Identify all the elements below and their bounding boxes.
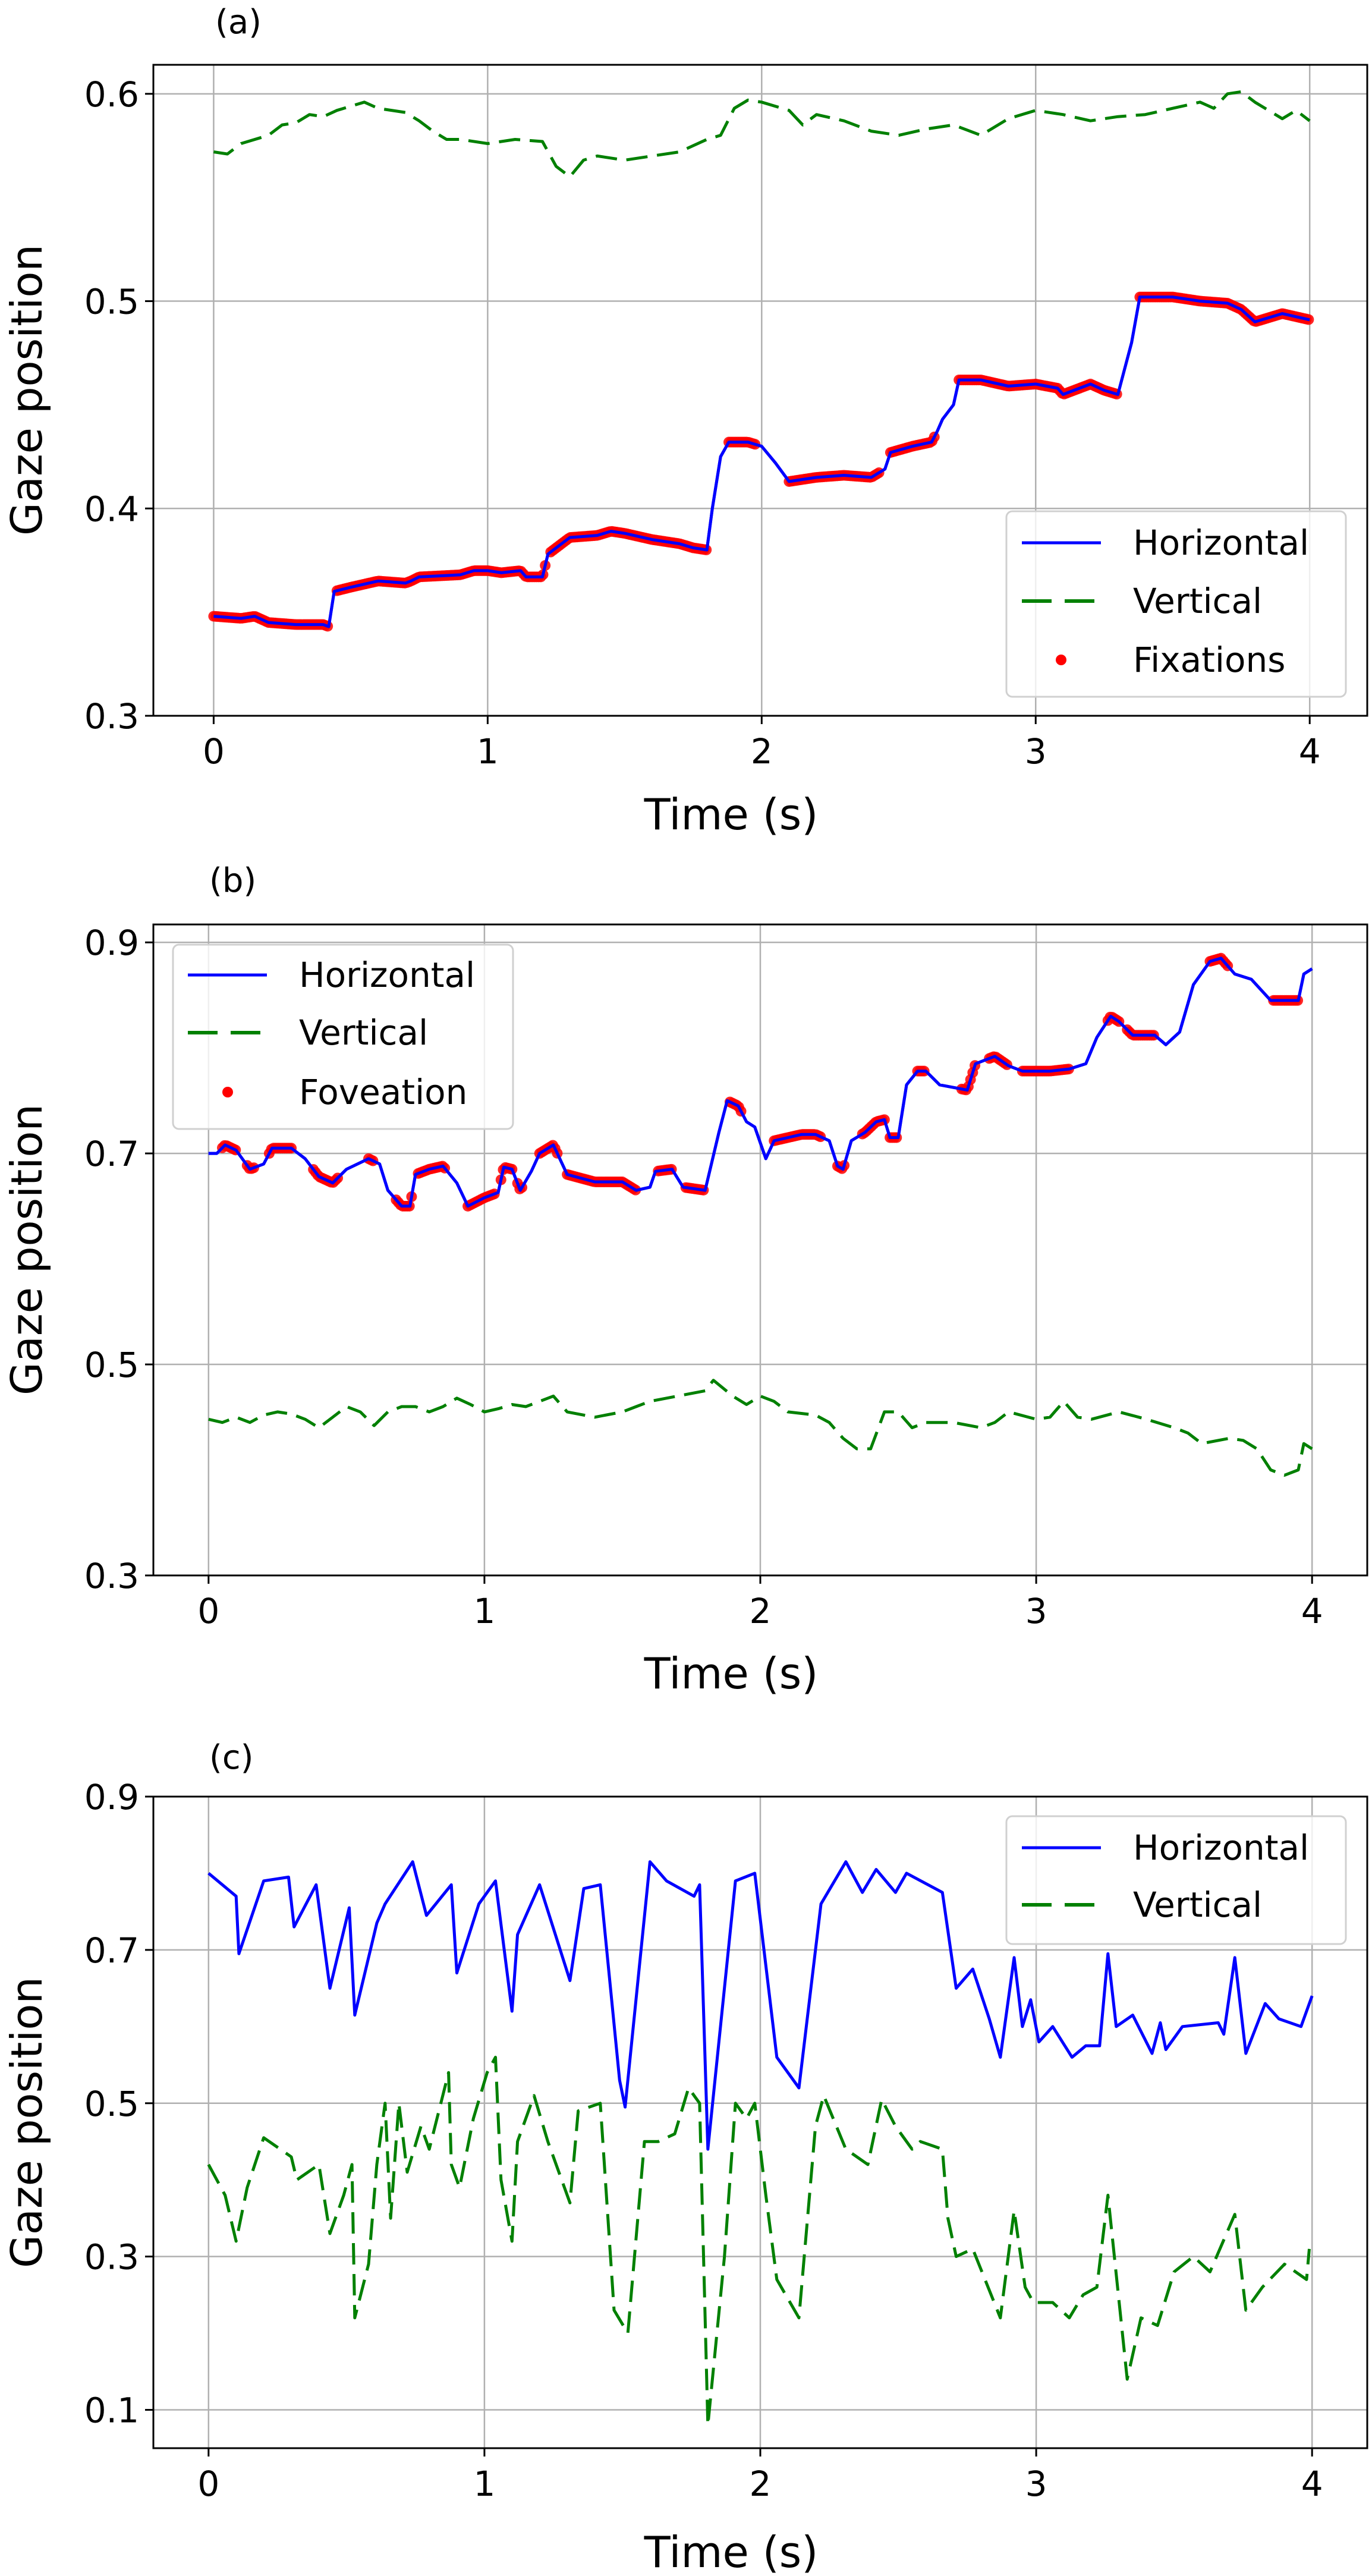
legend-foveation-swatch: [222, 1087, 233, 1097]
y-tick-label: 0.7: [84, 1930, 139, 1971]
legend-horizontal-label: Horizontal: [1133, 1828, 1309, 1868]
y-tick-label: 0.5: [84, 282, 139, 322]
panel-b: (b) Time (s) Gaze position 0 1 2 3 4 0.3 0.5 0.…: [2, 861, 1368, 1699]
legend-box: [172, 943, 514, 1130]
legend-vertical-label: Vertical: [1133, 1885, 1262, 1925]
panel-label: (a): [215, 3, 262, 42]
plot-area: 0 1 2 3 4 0.3 0.5 0.7 0.9: [84, 923, 1368, 1631]
legend: Horizontal Vertical Fixations: [1005, 510, 1347, 698]
y-tick-label: 0.9: [84, 923, 139, 963]
y-tick-label: 0.3: [84, 2237, 139, 2278]
x-tick-label: 3: [1025, 1591, 1047, 1631]
panel-c: (c) Time (s) Gaze position 0 1 2 3 4 0.1 0.3 0.…: [2, 1738, 1368, 2576]
x-tick-label: 4: [1301, 2464, 1323, 2504]
y-axis-label: Gaze position: [2, 244, 52, 536]
legend-horizontal-label: Horizontal: [1133, 523, 1309, 563]
legend-fixations-label: Fixations: [1133, 640, 1285, 680]
axes-frame: [152, 923, 1368, 1577]
legend-fixations-swatch: [1056, 655, 1066, 665]
x-tick-label: 4: [1301, 1591, 1323, 1631]
x-axis-label: Time (s): [644, 2527, 819, 2576]
x-tick-label: 0: [203, 731, 225, 772]
series-horizontal-line: [207, 1860, 1314, 2151]
x-tick-label: 0: [197, 1591, 219, 1631]
plot-area: 0 1 2 3 4 0.3 0.4 0.5 0.6: [84, 64, 1368, 772]
x-tick-label: 1: [477, 731, 499, 772]
x-tick-label: 3: [1025, 2464, 1047, 2504]
y-tick-label: 0.7: [84, 1134, 139, 1174]
y-axis-label: Gaze position: [2, 1104, 52, 1395]
x-tick-label: 3: [1025, 731, 1047, 772]
x-tick-label: 1: [473, 2464, 495, 2504]
x-tick-label: 2: [751, 731, 773, 772]
y-tick-label: 0.9: [84, 1777, 139, 1817]
plot-area: 0 1 2 3 4 0.1 0.3 0.5 0.7 0.9: [84, 1777, 1368, 2504]
y-tick-label: 0.5: [84, 1345, 139, 1385]
series-vertical-line: [213, 90, 1311, 178]
legend-vertical-label: Vertical: [1133, 581, 1262, 621]
y-tick-label: 0.1: [84, 2391, 139, 2431]
panel-label: (c): [209, 1738, 253, 1777]
x-tick-label: 0: [197, 2464, 219, 2504]
series-vertical-line: [207, 2055, 1311, 2427]
series-horizontal-line-overlay: [208, 957, 1313, 1208]
legend: Horizontal Vertical: [1005, 1815, 1347, 1945]
y-tick-label: 0.5: [84, 2084, 139, 2124]
x-tick-label: 2: [750, 2464, 772, 2504]
legend: Horizontal Vertical Foveation: [172, 943, 514, 1130]
series-horizontal-line-overlay: [213, 295, 1310, 628]
axes-frame: [152, 64, 1368, 717]
legend-foveation-label: Foveation: [299, 1072, 467, 1112]
x-tick-label: 2: [750, 1591, 772, 1631]
x-axis-label: Time (s): [644, 1649, 819, 1699]
x-tick-label: 4: [1299, 731, 1321, 772]
legend-horizontal-label: Horizontal: [299, 955, 475, 995]
y-axis-label: Gaze position: [2, 1977, 52, 2268]
series-vertical-line: [208, 1379, 1313, 1477]
panel-a: (a) Time (s) Gaze position 0 1 2 3 4 0.3 0.4 0.…: [2, 3, 1368, 839]
x-tick-label: 1: [473, 1591, 495, 1631]
legend-vertical-label: Vertical: [299, 1012, 428, 1053]
x-axis-label: Time (s): [644, 790, 819, 839]
legend-box: [1005, 510, 1347, 698]
y-tick-label: 0.6: [84, 74, 139, 115]
y-tick-label: 0.3: [84, 1556, 139, 1596]
y-tick-label: 0.4: [84, 489, 139, 529]
axes-frame: [152, 1795, 1368, 2449]
y-tick-label: 0.3: [84, 696, 139, 737]
panel-label: (b): [209, 861, 256, 900]
